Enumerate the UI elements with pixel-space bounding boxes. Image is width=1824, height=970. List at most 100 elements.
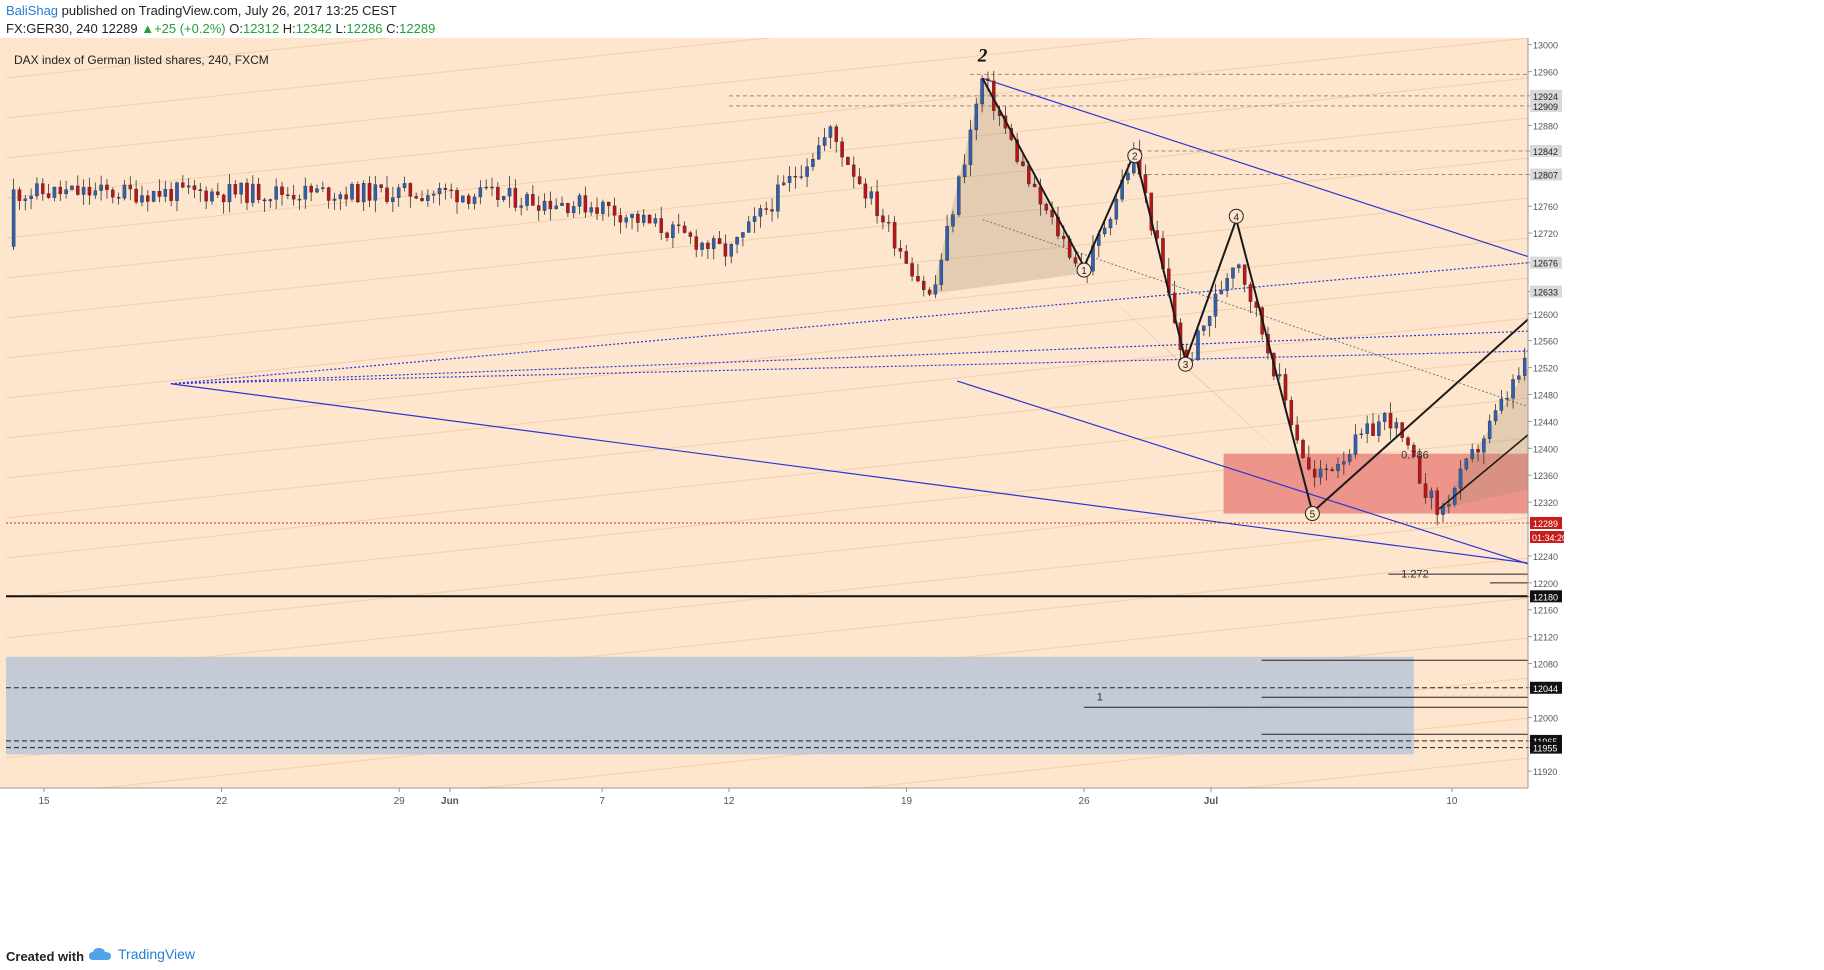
bear-candle <box>834 126 839 142</box>
bear-candle <box>536 205 541 211</box>
bull-candle <box>968 129 973 166</box>
bull-candle <box>23 198 28 201</box>
author-link[interactable]: BaliShag <box>6 3 59 18</box>
bear-candle <box>682 225 687 233</box>
bull-candle <box>1231 267 1235 279</box>
price-tick-badge <box>1530 681 1562 694</box>
bull-candle <box>1108 219 1113 229</box>
wave-major-label: 2 <box>977 46 988 67</box>
bear-candle <box>904 251 909 264</box>
bear-candle <box>612 205 617 216</box>
background-guide-line <box>5 237 1529 399</box>
bear-candle <box>764 208 768 210</box>
brand-link[interactable]: TradingView <box>88 946 195 962</box>
bear-candle <box>466 195 471 204</box>
price-tick-label: 12720 <box>1533 229 1558 239</box>
bull-candle <box>641 214 646 223</box>
bear-candle <box>1295 424 1299 441</box>
bear-candle <box>1021 161 1025 166</box>
bull-candle <box>542 200 547 211</box>
background-guide-line <box>5 317 1529 479</box>
bull-candle <box>746 221 751 233</box>
bull-candle <box>816 145 821 160</box>
bear-candle <box>76 185 80 195</box>
price-tick-badge <box>1530 516 1562 529</box>
bull-candle <box>70 185 74 190</box>
bull-candle <box>1126 172 1130 181</box>
close-value: 12289 <box>399 21 436 36</box>
bear-candle <box>566 202 570 214</box>
bull-candle <box>741 232 745 238</box>
wave-circle-marker <box>1076 262 1092 278</box>
price-tick-label: 12924 <box>1533 92 1558 102</box>
bear-candle <box>192 185 197 190</box>
bull-candle <box>391 197 395 202</box>
wave-circle-marker <box>1304 506 1320 522</box>
bear-candle <box>280 186 284 195</box>
bear-candle <box>1248 284 1253 302</box>
bull-candle <box>1277 374 1282 377</box>
bear-candle <box>1050 210 1054 218</box>
bull-candle <box>1429 490 1434 498</box>
bear-candle <box>204 190 208 202</box>
bull-candle <box>1394 422 1399 429</box>
bear-candle <box>606 201 611 207</box>
published-text: published on TradingView.com, July 26, 2… <box>61 3 397 18</box>
bull-candle <box>484 186 488 189</box>
wave-sub-label: 1 <box>1081 266 1087 277</box>
price-tick-badge <box>1530 741 1562 754</box>
bear-candle <box>414 196 418 199</box>
bull-candle <box>758 208 763 217</box>
last-price: 12289 <box>101 21 138 36</box>
bull-candle <box>163 188 168 197</box>
bear-candle <box>111 189 115 198</box>
bear-candle <box>846 157 850 166</box>
bull-candle <box>980 78 984 105</box>
bull-candle <box>122 184 127 199</box>
price-tick-label: 13000 <box>1533 41 1558 51</box>
bull-candle <box>1522 357 1527 376</box>
bull-candle <box>601 201 605 214</box>
bear-candle <box>659 218 663 233</box>
bull-candle <box>781 182 786 186</box>
bull-candle <box>1336 463 1340 471</box>
footer: Created with TradingView <box>0 942 1824 970</box>
bull-candle <box>869 191 874 199</box>
bear-candle <box>875 191 879 216</box>
background-guide-line <box>5 157 1529 319</box>
bear-candle <box>793 175 798 178</box>
time-tick-label: Jun <box>441 796 459 807</box>
bear-candle <box>916 276 920 282</box>
price-tick-label: 12960 <box>1533 68 1558 78</box>
axes: 1300012960129241290912880128421280712760… <box>0 38 1824 942</box>
dotted-guide-line <box>982 219 1824 509</box>
bull-candle <box>361 183 366 203</box>
fan-line <box>170 235 1824 385</box>
background-guide-line <box>5 357 1529 519</box>
bull-candle <box>805 166 809 177</box>
background-guide-line <box>5 277 1529 439</box>
countdown-badge <box>1530 530 1564 543</box>
bear-candle <box>548 200 553 210</box>
bear-candle <box>134 188 138 203</box>
bear-candle <box>892 222 897 249</box>
background-guide-line <box>5 77 1529 239</box>
open-label: O: <box>229 21 243 36</box>
target-zone <box>6 656 1414 755</box>
bull-candle <box>373 184 378 201</box>
wave-circle-marker <box>1127 148 1143 164</box>
bull-candle <box>478 187 483 198</box>
fan-line <box>170 319 1824 385</box>
bear-candle <box>496 187 500 200</box>
bull-candle <box>99 184 103 191</box>
bear-candle <box>344 194 348 200</box>
bull-candle <box>752 216 757 222</box>
bull-candle <box>461 195 465 203</box>
symbol-info-line: FX:GER30, 240 12289 ▲+25 (+0.2%) O:12312… <box>6 20 435 37</box>
bear-candle <box>105 184 109 191</box>
background-guide-line <box>5 38 772 119</box>
fib-label: 1 <box>1097 692 1103 704</box>
bull-candle <box>472 196 477 204</box>
bear-candle <box>245 182 249 203</box>
